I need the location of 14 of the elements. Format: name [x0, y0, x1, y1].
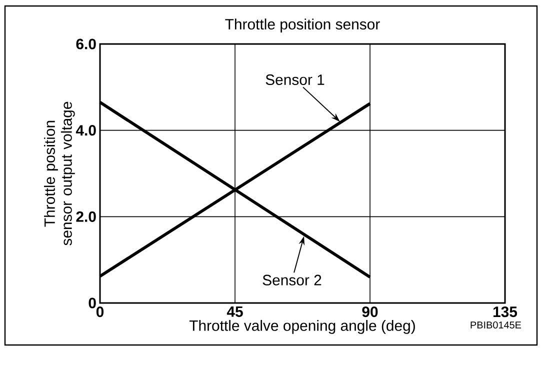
x-tick-label: 135	[493, 306, 518, 318]
y-tick-label: 4.0	[76, 125, 96, 136]
annotation: Sensor 2	[262, 274, 322, 286]
y-axis-title: Throttle position sensor output voltage	[44, 102, 75, 246]
chart-title: Throttle position sensor	[225, 18, 380, 32]
y-tick-label: 2.0	[76, 211, 96, 222]
x-axis-title: Throttle valve opening angle (deg)	[189, 320, 415, 334]
x-tick-label: 90	[362, 306, 378, 318]
x-tick-label: 0	[96, 306, 104, 318]
annotation: Sensor 1	[266, 74, 324, 85]
x-tick-label: 45	[226, 306, 243, 317]
text: PBIB0145E	[470, 321, 522, 329]
y-tick-label: 0	[88, 298, 96, 308]
y-tick-label: 6.0	[76, 38, 96, 50]
